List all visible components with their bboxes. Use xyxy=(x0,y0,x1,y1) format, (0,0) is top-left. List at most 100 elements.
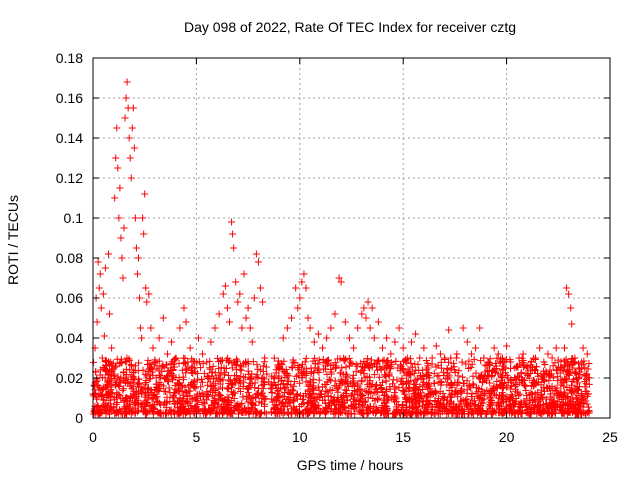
data-point xyxy=(468,360,476,368)
data-point xyxy=(232,278,240,286)
data-point xyxy=(176,398,184,406)
data-point xyxy=(424,379,432,387)
data-point xyxy=(151,390,159,398)
data-point xyxy=(463,395,471,403)
data-point xyxy=(561,344,569,352)
data-point xyxy=(398,374,406,382)
data-point xyxy=(134,408,142,416)
data-point xyxy=(512,363,520,371)
data-point xyxy=(585,360,593,368)
data-point xyxy=(486,392,494,400)
data-point xyxy=(254,258,262,266)
data-point xyxy=(574,385,582,393)
data-point xyxy=(546,384,554,392)
data-point xyxy=(562,375,570,383)
data-point xyxy=(493,377,501,385)
data-point xyxy=(203,396,211,404)
data-point xyxy=(324,360,332,368)
data-point xyxy=(557,358,565,366)
data-point xyxy=(579,344,587,352)
data-point xyxy=(110,370,118,378)
data-point xyxy=(413,397,421,405)
data-point xyxy=(424,364,432,372)
data-point xyxy=(387,359,395,367)
data-point xyxy=(170,400,178,408)
data-point xyxy=(284,395,292,403)
data-point xyxy=(406,402,414,410)
data-point xyxy=(338,364,346,372)
data-point xyxy=(283,370,291,378)
data-point xyxy=(344,410,352,418)
data-point xyxy=(390,392,398,400)
data-point xyxy=(437,364,445,372)
data-point xyxy=(502,395,510,403)
data-point xyxy=(365,383,373,391)
data-point xyxy=(248,338,256,346)
data-point xyxy=(403,405,411,413)
data-point xyxy=(315,376,323,384)
data-point xyxy=(135,379,143,387)
data-point xyxy=(527,390,535,398)
data-point xyxy=(141,190,149,198)
data-point xyxy=(287,381,295,389)
data-point xyxy=(100,332,108,340)
data-point xyxy=(328,386,336,394)
data-point xyxy=(217,369,225,377)
data-point xyxy=(216,375,224,383)
data-point xyxy=(122,358,130,366)
data-point xyxy=(435,372,443,380)
data-point xyxy=(132,394,140,402)
data-point xyxy=(175,397,183,405)
data-point xyxy=(257,391,265,399)
data-point xyxy=(476,373,484,381)
data-point xyxy=(275,374,283,382)
data-point xyxy=(484,358,492,366)
data-point xyxy=(148,395,156,403)
data-point xyxy=(186,344,194,352)
data-point xyxy=(184,358,192,366)
data-point xyxy=(243,392,251,400)
data-point xyxy=(143,372,151,380)
data-point xyxy=(560,410,568,418)
data-point xyxy=(420,410,428,418)
data-point xyxy=(583,350,591,358)
data-point xyxy=(142,408,150,416)
data-point xyxy=(382,377,390,385)
data-point xyxy=(315,390,323,398)
data-point xyxy=(445,373,453,381)
data-point xyxy=(481,368,489,376)
data-point xyxy=(571,354,579,362)
y-tick-label: 0.14 xyxy=(56,130,83,146)
data-point xyxy=(432,342,440,350)
data-point xyxy=(545,377,553,385)
data-point xyxy=(107,379,115,387)
data-point xyxy=(389,380,397,388)
data-point xyxy=(296,294,304,302)
data-point xyxy=(425,382,433,390)
data-point xyxy=(221,282,229,290)
data-point xyxy=(492,391,500,399)
data-point xyxy=(438,408,446,416)
data-point xyxy=(260,375,268,383)
data-point xyxy=(490,385,498,393)
data-point xyxy=(182,365,190,373)
data-point xyxy=(114,381,122,389)
data-point xyxy=(568,320,576,328)
data-point xyxy=(428,403,436,411)
data-point xyxy=(220,397,228,405)
data-point xyxy=(552,344,560,352)
data-point xyxy=(392,357,400,365)
data-point xyxy=(186,387,194,395)
data-point xyxy=(499,365,507,373)
data-point xyxy=(443,381,451,389)
data-point xyxy=(281,389,289,397)
data-point xyxy=(577,390,585,398)
data-point xyxy=(228,364,236,372)
data-point xyxy=(561,404,569,412)
data-point xyxy=(108,344,116,352)
data-point xyxy=(236,380,244,388)
data-point xyxy=(206,387,214,395)
data-point xyxy=(321,396,329,404)
data-point xyxy=(353,362,361,370)
data-point xyxy=(206,378,214,386)
